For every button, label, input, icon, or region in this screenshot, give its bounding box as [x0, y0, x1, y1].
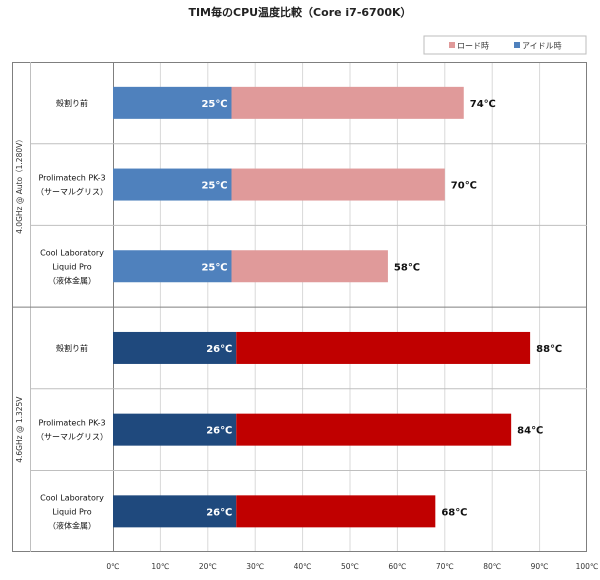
legend-label-1: アイドル時	[522, 42, 562, 51]
chart-frame	[12, 62, 587, 552]
row-label-0-0-0: 殻割り前	[56, 98, 88, 108]
row-label-0-1-0: Prolimatech PK-3	[38, 174, 105, 183]
row-label-1-2-2: （液体金属）	[48, 520, 96, 530]
bar-idle-1-0	[113, 331, 237, 364]
bar-load-0-2	[231, 250, 388, 283]
label-load-0-1: 70℃	[451, 181, 477, 192]
legend-swatch-0	[449, 42, 455, 48]
bar-load-0-1	[231, 168, 445, 201]
bar-load-1-0	[236, 331, 531, 364]
x-tick-9: 90℃	[531, 562, 549, 571]
legend-label-0: ロード時	[457, 42, 489, 51]
chart-title: TIM毎のCPU温度比較（Core i7-6700K）	[188, 5, 411, 19]
x-tick-8: 80℃	[483, 562, 501, 571]
x-tick-3: 30℃	[246, 562, 264, 571]
label-idle-0-1: 25℃	[201, 181, 227, 192]
row-label-1-2-0: Cool Laboratory	[40, 493, 104, 502]
x-tick-1: 10℃	[151, 562, 169, 571]
label-load-1-2: 68℃	[441, 507, 467, 518]
bar-idle-1-1	[113, 413, 237, 446]
row-label-0-2-1: Liquid Pro	[52, 262, 91, 271]
row-label-1-1-0: Prolimatech PK-3	[38, 419, 105, 428]
row-label-0-1-1: （サーマルグリス）	[36, 187, 108, 197]
x-tick-6: 60℃	[388, 562, 406, 571]
bar-idle-0-2	[113, 250, 232, 283]
label-load-0-0: 74℃	[470, 99, 496, 110]
bar-load-1-1	[236, 413, 512, 446]
row-label-1-1-1: （サーマルグリス）	[36, 432, 108, 442]
bar-idle-0-0	[113, 86, 232, 119]
group-label-0: 4.0GHz @ Auto（1.280V）	[15, 135, 24, 234]
label-idle-0-0: 25℃	[201, 99, 227, 110]
bars: 25℃ 74℃ 25℃ 70℃ 25℃ 58℃ 26℃ 88℃ 26℃ 84℃ 26℃ 68℃	[113, 86, 562, 528]
bar-idle-1-2	[113, 495, 237, 528]
row-label-1-0-0: 殻割り前	[56, 343, 88, 353]
legend-box	[423, 35, 587, 55]
bar-idle-0-1	[113, 168, 232, 201]
x-tick-4: 40℃	[294, 562, 312, 571]
group-label-1: 4.6GHz @ 1.325V	[15, 396, 24, 463]
label-idle-1-2: 26℃	[206, 507, 232, 518]
x-axis-ticks: 0℃ 10℃ 20℃ 30℃ 40℃ 50℃ 60℃ 70℃ 80℃ 90℃ 100℃	[106, 562, 598, 571]
x-tick-7: 70℃	[436, 562, 454, 571]
row-label-0-2-0: Cool Laboratory	[40, 248, 104, 257]
label-idle-1-0: 26℃	[206, 344, 232, 355]
row-label-0-2-2: （液体金属）	[48, 275, 96, 285]
label-idle-1-1: 26℃	[206, 426, 232, 437]
x-tick-10: 100℃	[576, 562, 599, 571]
label-idle-0-2: 25℃	[201, 262, 227, 273]
bar-load-0-0	[231, 86, 464, 119]
legend-swatch-1	[514, 42, 520, 48]
x-tick-5: 50℃	[341, 562, 359, 571]
row-label-1-2-1: Liquid Pro	[52, 507, 91, 516]
legend: ロード時 アイドル時	[423, 35, 587, 55]
row-labels: 4.0GHz @ Auto（1.280V） 殻割り前 Prolimatech PK-…	[15, 98, 108, 530]
x-tick-2: 20℃	[199, 562, 217, 571]
x-tick-0: 0℃	[106, 562, 119, 571]
label-load-1-0: 88℃	[536, 344, 562, 355]
bar-load-1-2	[236, 495, 436, 528]
label-load-0-2: 58℃	[394, 262, 420, 273]
label-load-1-1: 84℃	[517, 426, 543, 437]
